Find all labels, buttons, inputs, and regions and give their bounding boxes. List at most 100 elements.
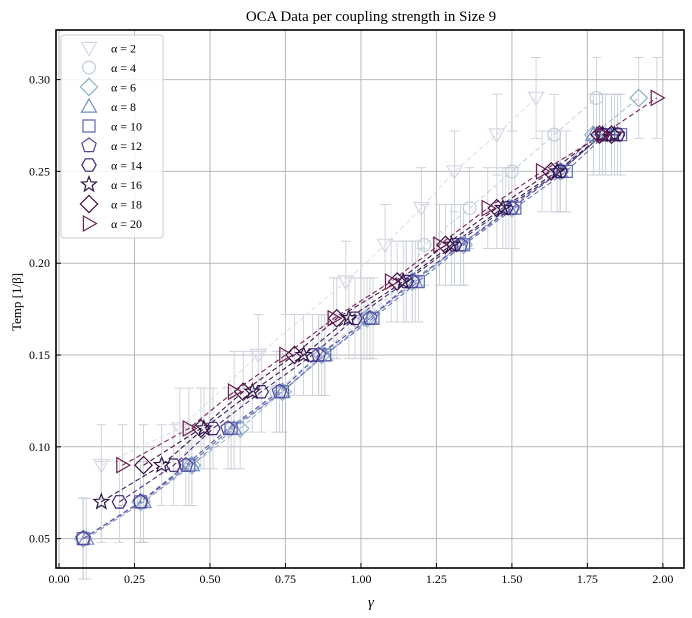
x-tick-label: 0.50 — [199, 572, 220, 586]
data-point — [504, 164, 519, 179]
x-tick-label: 1.00 — [350, 572, 371, 586]
y-tick-label: 0.25 — [29, 164, 50, 178]
legend-label: α = 8 — [111, 100, 136, 114]
data-point — [527, 91, 545, 107]
data-point — [596, 126, 612, 144]
data-point — [182, 419, 198, 438]
data-point — [327, 309, 343, 327]
legend-marker — [82, 60, 96, 75]
data-point — [92, 458, 110, 474]
data-point — [92, 492, 111, 510]
data-point — [547, 127, 562, 142]
y-tick-label: 0.10 — [29, 440, 50, 454]
series-line — [122, 97, 658, 466]
legend-marker — [81, 158, 97, 172]
legend-marker — [82, 119, 96, 133]
data-point — [310, 346, 327, 362]
data-point — [275, 385, 289, 399]
data-point — [412, 201, 430, 217]
legend-label: α = 4 — [111, 61, 136, 75]
data-point — [116, 456, 132, 474]
data-point — [177, 456, 194, 472]
data-point — [488, 128, 506, 144]
data-point — [347, 311, 363, 326]
legend-marker — [80, 97, 98, 113]
x-tick-label: 0.25 — [124, 572, 145, 586]
data-point — [535, 162, 551, 180]
x-axis-label: γ — [368, 595, 375, 611]
data-point — [436, 235, 455, 255]
legend-label: α = 18 — [111, 198, 142, 212]
data-point — [253, 385, 270, 399]
data-point — [337, 275, 355, 291]
data-point — [134, 455, 154, 475]
y-axis-label: Temp [1/β] — [9, 273, 24, 331]
data-point — [366, 311, 380, 325]
data-point — [327, 308, 347, 328]
data-point — [182, 455, 202, 475]
series-line — [101, 97, 537, 466]
x-tick-label: 0.00 — [49, 572, 70, 586]
data-point — [182, 458, 196, 472]
data-point — [75, 530, 92, 546]
data-point — [508, 201, 522, 215]
legend-marker — [79, 77, 99, 97]
data-point — [191, 418, 211, 438]
legend-label: α = 12 — [111, 139, 142, 153]
data-point — [589, 90, 604, 105]
chart-title: OCA Data per coupling strength in Size 9 — [246, 9, 496, 25]
data-point — [227, 383, 243, 401]
legend-marker — [82, 214, 98, 233]
data-point — [457, 238, 471, 252]
legend-marker — [81, 137, 97, 153]
x-tick-label: 1.25 — [426, 572, 447, 586]
data-point — [271, 383, 288, 399]
legend-label: α = 10 — [111, 120, 142, 134]
legend-label: α = 2 — [111, 42, 136, 56]
data-point — [362, 310, 378, 325]
legend: α = 2 α = 4 α = 6 α = 8 α = 10 α = 12 α = 14 α … — [60, 34, 164, 239]
data-point — [152, 455, 171, 473]
data-point — [194, 418, 213, 437]
data-point — [220, 420, 236, 436]
legend-label: α = 6 — [111, 81, 136, 95]
legend-marker — [79, 194, 99, 214]
data-point — [605, 125, 624, 143]
data-point — [384, 273, 400, 291]
x-tick-label: 1.50 — [501, 572, 522, 586]
data-point — [224, 421, 238, 436]
data-point — [445, 165, 464, 181]
grid-lines — [56, 30, 684, 568]
data-point — [417, 237, 432, 252]
legend-label: α = 14 — [111, 159, 142, 173]
legend-label: α = 20 — [111, 217, 142, 231]
legend-marker — [79, 174, 99, 193]
data-point — [205, 421, 221, 436]
axis-ticks: 0.00 0.25 0.50 0.75 1.00 1.25 1.50 1.75 2.00 0.05… — [29, 73, 673, 586]
y-tick-label: 0.05 — [29, 532, 50, 546]
data-point — [111, 495, 128, 509]
data-point — [614, 128, 628, 142]
legend-box — [60, 34, 164, 239]
data-point — [462, 201, 477, 216]
data-point — [650, 89, 666, 107]
data-point — [294, 345, 313, 363]
data-point — [433, 236, 449, 254]
data-point — [481, 199, 497, 217]
y-tick-label: 0.30 — [29, 73, 50, 87]
legend-label: α = 16 — [111, 178, 142, 192]
series-markers — [73, 88, 666, 549]
series-line — [143, 134, 612, 466]
y-tick-label: 0.20 — [29, 256, 50, 270]
x-tick-label: 1.75 — [577, 572, 598, 586]
x-tick-label: 2.00 — [652, 572, 673, 586]
legend-marker — [80, 41, 98, 57]
data-point — [629, 88, 649, 108]
plot-frame — [55, 29, 685, 569]
y-tick-label: 0.15 — [29, 348, 50, 362]
data-point — [304, 348, 321, 362]
series-line — [82, 134, 621, 540]
data-point — [249, 348, 267, 364]
x-tick-label: 0.75 — [275, 572, 296, 586]
data-point — [376, 238, 394, 254]
